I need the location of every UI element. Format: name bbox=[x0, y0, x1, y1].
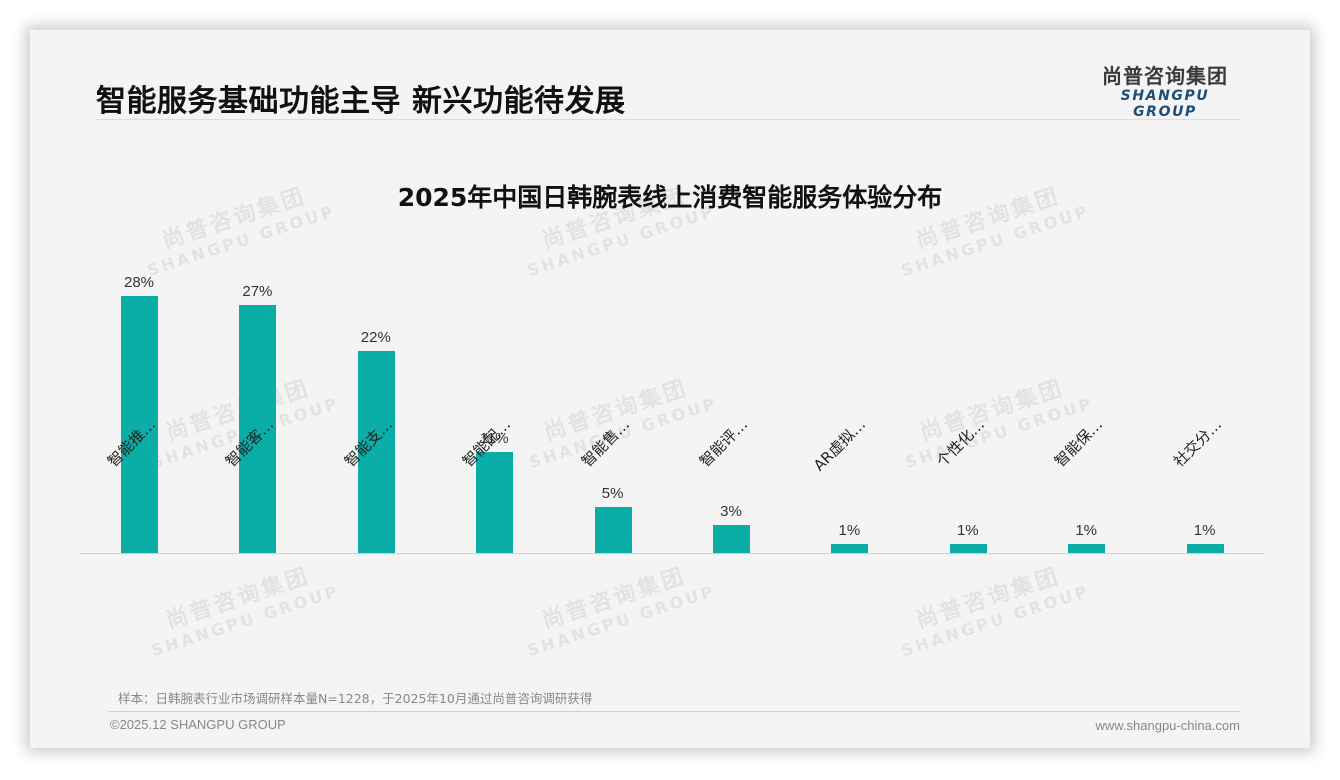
bar-group: 1% bbox=[1146, 180, 1264, 554]
bar-value-label: 5% bbox=[601, 485, 624, 503]
bar-value-label: 27% bbox=[242, 283, 273, 301]
bar-group: 3% bbox=[672, 180, 790, 554]
page-title: 智能服务基础功能主导 新兴功能待发展 bbox=[96, 84, 626, 119]
bar[interactable] bbox=[121, 296, 158, 553]
chart-title: 2025年中国日韩腕表线上消费智能服务体验分布 bbox=[397, 183, 943, 212]
bar-group: 22% bbox=[317, 180, 435, 554]
bar-value-label: 1% bbox=[838, 521, 861, 539]
bar[interactable] bbox=[239, 305, 277, 553]
watermark-en: SHANGPU GROUP bbox=[898, 581, 1092, 661]
watermark-en: SHANGPU GROUP bbox=[524, 581, 718, 661]
watermark-cn: 尚普咨询集团 bbox=[913, 563, 1064, 634]
bar-group: 11% bbox=[435, 180, 553, 554]
watermark: 尚普咨询集团 SHANGPU GROUP bbox=[889, 551, 1092, 660]
sample-note: 样本：日韩腕表行业市场调研样本量N=1228，于2025年10月通过尚普咨询调研… bbox=[118, 691, 593, 706]
footer-divider bbox=[108, 711, 1240, 712]
bar[interactable] bbox=[831, 543, 869, 553]
bar[interactable] bbox=[357, 351, 395, 553]
bar-value-label: 1% bbox=[956, 521, 979, 539]
bar[interactable] bbox=[949, 543, 987, 553]
watermark: 尚普咨询集团 SHANGPU GROUP bbox=[139, 551, 342, 660]
bar[interactable] bbox=[476, 452, 514, 553]
bar-value-label: 1% bbox=[1075, 521, 1098, 539]
bar-group: 27% bbox=[198, 180, 316, 554]
watermark-en: SHANGPU GROUP bbox=[148, 581, 342, 661]
bar-value-label: 28% bbox=[123, 274, 155, 291]
watermark-cn: 尚普咨询集团 bbox=[163, 563, 314, 634]
watermark-cn: 尚普咨询集团 bbox=[539, 563, 690, 634]
watermark: 尚普咨询集团 SHANGPU GROUP bbox=[515, 551, 718, 660]
bar-group: 1% bbox=[790, 180, 908, 554]
logo-cn-text: 尚普咨询集团 bbox=[1102, 64, 1228, 88]
title-divider bbox=[96, 119, 1240, 120]
bar-value-label: 11% bbox=[479, 430, 509, 448]
company-logo: 尚普咨询集团 SHANGPU GROUP bbox=[1090, 64, 1240, 120]
website-link[interactable]: www.shangpu-china.com bbox=[1095, 718, 1240, 733]
x-axis-line bbox=[80, 553, 1264, 554]
bar-group: 1% bbox=[1027, 180, 1145, 554]
bar-value-label: 3% bbox=[720, 503, 742, 521]
bar-group: 1% bbox=[909, 180, 1027, 554]
slide: 智能服务基础功能主导 新兴功能待发展 尚普咨询集团 SHANGPU GROUP … bbox=[30, 30, 1310, 748]
bar-chart-plot: 28% 27% 22% 11% 5% 3% 1% 1% 1% 1% bbox=[80, 180, 1264, 554]
logo-en-text: SHANGPU GROUP bbox=[1120, 88, 1210, 120]
bar-group: 28% bbox=[80, 180, 198, 554]
bar[interactable] bbox=[594, 507, 632, 553]
bar-value-label: 1% bbox=[1193, 521, 1216, 539]
bar[interactable] bbox=[713, 525, 750, 553]
bar-group: 5% bbox=[554, 180, 672, 554]
copyright-text: ©2025.12 SHANGPU GROUP bbox=[110, 717, 286, 732]
bar[interactable] bbox=[1186, 543, 1224, 553]
bar[interactable] bbox=[1068, 543, 1106, 553]
bar-value-label: 22% bbox=[360, 329, 391, 347]
